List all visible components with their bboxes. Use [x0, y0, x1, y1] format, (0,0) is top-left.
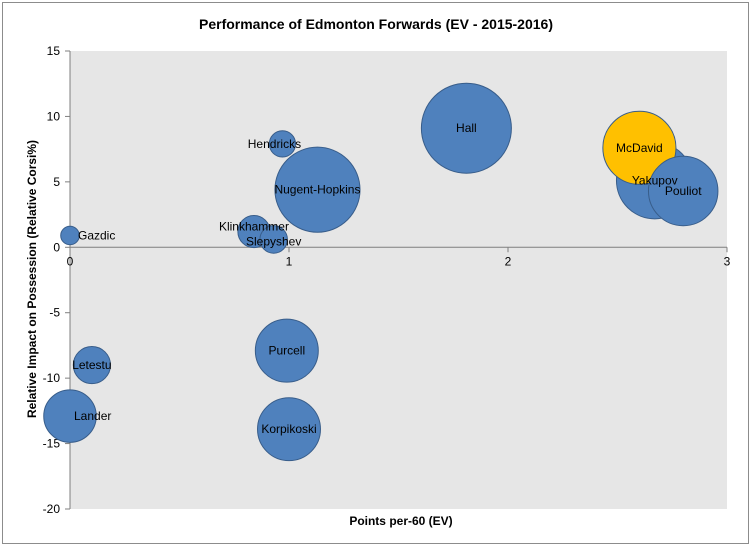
x-axis-label: Points per-60 (EV): [349, 514, 452, 528]
x-tick-label: 0: [67, 254, 74, 268]
bubble-label-gazdic: Gazdic: [78, 229, 115, 243]
y-tick-label: 10: [47, 109, 61, 123]
bubble-label-hall: Hall: [456, 121, 477, 135]
bubble-label-korpikoski: Korpikoski: [261, 422, 316, 436]
bubble-label-pouliot: Pouliot: [665, 184, 702, 198]
bubble-letestu: [72, 345, 111, 385]
bubble-label-yakupov: Yakupov: [632, 174, 678, 188]
y-tick-label: -10: [43, 371, 61, 385]
bubble-mcdavid: [602, 110, 677, 185]
bubble-purcell: [254, 318, 319, 383]
chart-title: Performance of Edmonton Forwards (EV - 2…: [199, 16, 553, 32]
axes-layer: 0 1 2 3 15 10 5 0 -5 -10 -15 -20: [43, 44, 731, 516]
bubble-layer: [43, 82, 719, 462]
bubble-pouliot: [647, 155, 719, 227]
bubble-label-purcell: Purcell: [268, 344, 305, 358]
x-tick-label: 1: [286, 254, 293, 268]
bubble-lander: [43, 389, 97, 443]
y-tick-label: 0: [53, 240, 60, 254]
bubble-label-slepyshev: Slepyshev: [246, 234, 301, 248]
y-tick-label: -15: [43, 437, 61, 451]
bubble-label-letestu: Letestu: [72, 358, 111, 372]
bubble-label-klinkhammer: Klinkhammer: [219, 220, 289, 234]
x-tick-label: 2: [505, 254, 512, 268]
bubble-hall: [420, 82, 512, 174]
bubble-chart: 0 1 2 3 15 10 5 0 -5 -10 -15 -20 Gazdic Hendricks Nug…: [25, 16, 731, 528]
bubble-nugent-hopkins: [274, 146, 361, 233]
x-tick-label: 3: [724, 254, 731, 268]
bubble-korpikoski: [257, 397, 321, 462]
bubble-label-hendricks: Hendricks: [248, 137, 301, 151]
y-tick-label: -5: [49, 306, 60, 320]
bubble-label-lander: Lander: [74, 409, 111, 423]
bubble-slepyshev: [259, 225, 288, 254]
y-axis-label: Relative Impact on Possession (Relative …: [25, 140, 39, 418]
bubble-gazdic: [60, 225, 80, 246]
y-tick-label: 15: [47, 44, 61, 58]
bubble-hendricks: [268, 130, 297, 158]
label-layer: Gazdic Hendricks Nugent-Hopkins Klinkhammer…: [72, 121, 702, 436]
y-tick-label: 5: [53, 175, 60, 189]
bubble-label-nugent-hopkins: Nugent-Hopkins: [274, 183, 360, 197]
y-tick-label: -20: [43, 502, 61, 516]
bubble-label-mcdavid: McDavid: [616, 141, 663, 155]
